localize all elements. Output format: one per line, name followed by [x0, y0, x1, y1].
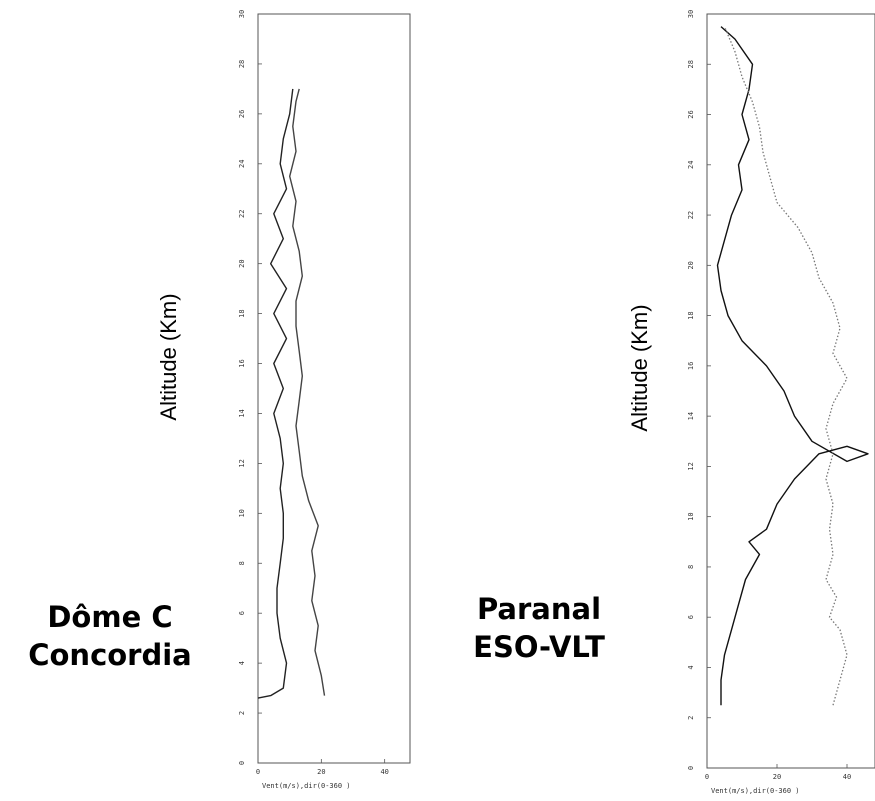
y-tick-label-paranal: 26 [687, 110, 695, 118]
y-tick-label-paranal: 20 [687, 261, 695, 269]
site-label-paranal-line2: ESO-VLT [473, 630, 605, 664]
plot-frame-paranal [706, 13, 875, 769]
y-tick-label-domec: 18 [238, 309, 246, 317]
site-label-paranal: Paranal ESO-VLT [449, 590, 629, 666]
y-tick-label-domec: 2 [238, 711, 246, 715]
y-tick-label-paranal: 10 [687, 512, 695, 520]
y-tick-label-domec: 10 [238, 509, 246, 517]
y-tick-label-domec: 0 [238, 761, 246, 765]
y-tick-label-domec: 24 [238, 160, 246, 168]
x-tick-label-domec: 40 [380, 768, 388, 776]
y-tick-label-domec: 28 [238, 60, 246, 68]
y-tick-label-paranal: 12 [687, 462, 695, 470]
plot-frame-domec [257, 13, 411, 764]
x-tick-label-domec: 20 [317, 768, 325, 776]
y-tick-label-paranal: 16 [687, 362, 695, 370]
series-line-domec-2 [289, 88, 326, 696]
site-label-paranal-line1: Paranal [476, 592, 602, 626]
y-tick-label-paranal: 14 [687, 412, 695, 420]
y-tick-label-paranal: 30 [687, 10, 695, 18]
x-tick-label-domec: 0 [256, 768, 260, 776]
site-label-domec-line2: Concordia [28, 638, 192, 672]
y-tick-label-paranal: 8 [687, 565, 695, 569]
x-tick-label-paranal: 0 [705, 773, 709, 781]
series-line-domec-1 [257, 88, 294, 699]
y-tick-label-paranal: 0 [687, 766, 695, 770]
y-tick-label-domec: 14 [238, 409, 246, 417]
site-label-domec-line1: Dôme C [47, 600, 173, 634]
y-tick-label-paranal: 4 [687, 665, 695, 669]
x-axis-label-domec: Vent(m/s),dir(0-360 ) [262, 782, 351, 790]
y-tick-label-paranal: 24 [687, 161, 695, 169]
x-tick-label-paranal: 20 [773, 773, 781, 781]
x-axis-label-paranal: Vent(m/s),dir(0-360 ) [711, 787, 800, 795]
y-tick-label-domec: 4 [238, 661, 246, 665]
y-tick-label-paranal: 18 [687, 311, 695, 319]
series-line-paranal-1 [716, 26, 869, 706]
y-tick-label-domec: 26 [238, 110, 246, 118]
y-tick-label-paranal: 28 [687, 60, 695, 68]
series-line-paranal-2 [723, 26, 848, 706]
x-tick-label-paranal: 40 [843, 773, 851, 781]
y-tick-label-domec: 6 [238, 611, 246, 615]
y-tick-label-domec: 16 [238, 359, 246, 367]
y-tick-label-domec: 12 [238, 459, 246, 467]
y-tick-label-domec: 20 [238, 259, 246, 267]
y-tick-label-paranal: 6 [687, 615, 695, 619]
site-label-domec: Dôme C Concordia [10, 598, 210, 674]
y-tick-label-domec: 30 [238, 10, 246, 18]
y-tick-label-domec: 8 [238, 561, 246, 565]
y-tick-label-paranal: 22 [687, 211, 695, 219]
y-tick-label-domec: 22 [238, 210, 246, 218]
y-tick-label-paranal: 2 [687, 716, 695, 720]
